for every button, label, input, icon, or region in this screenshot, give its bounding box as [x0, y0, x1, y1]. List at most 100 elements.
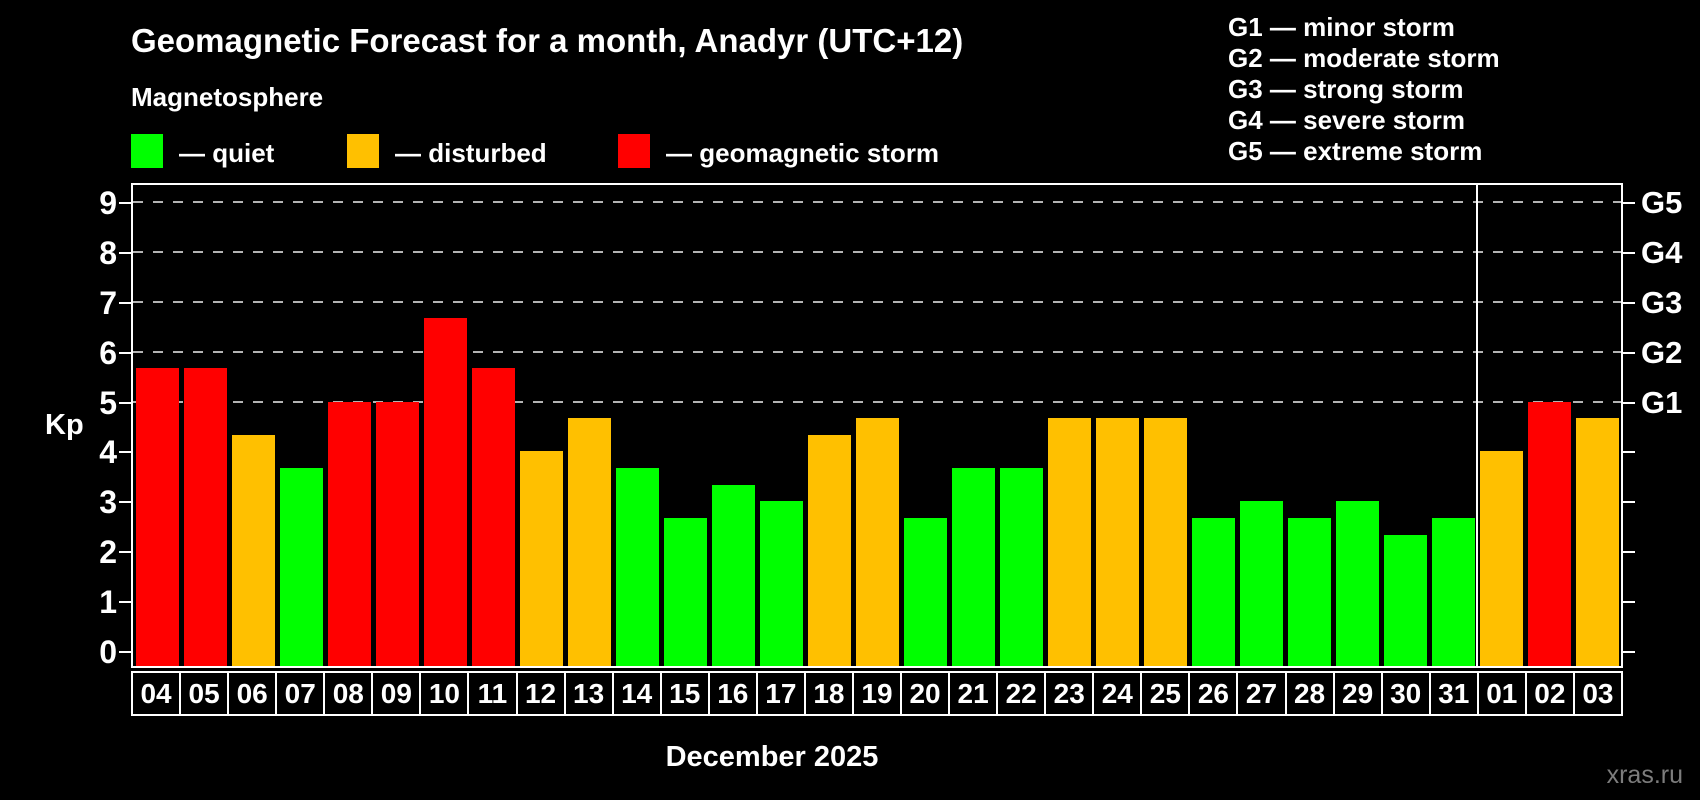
day-label-18: 18 — [803, 671, 854, 716]
kp-bar-day-01 — [1479, 451, 1523, 666]
day-label-26: 26 — [1188, 671, 1239, 716]
day-label-20: 20 — [900, 671, 951, 716]
kp-bar-day-06 — [231, 434, 275, 666]
legend-label-disturbed: — disturbed — [395, 138, 547, 168]
day-label-27: 27 — [1236, 671, 1287, 716]
gridline-kp-9 — [133, 200, 1621, 203]
right-tick-kp-9 — [1623, 201, 1635, 204]
left-tick-kp-8 — [119, 251, 131, 254]
y-axis-label-7: 7 — [99, 284, 117, 321]
g-legend-line-g1: G1 — minor storm — [1228, 12, 1455, 42]
left-tick-kp-6 — [119, 351, 131, 354]
day-label-25: 25 — [1140, 671, 1191, 716]
kp-bar-day-26 — [1191, 517, 1235, 666]
g-legend-line-g2: G2 — moderate storm — [1228, 43, 1500, 73]
kp-bar-day-17 — [759, 501, 803, 666]
g-axis-label-g4: G4 — [1641, 234, 1683, 270]
y-axis-label-4: 4 — [99, 434, 117, 471]
day-label-30: 30 — [1380, 671, 1431, 716]
g-legend-line-g5: G5 — extreme storm — [1228, 136, 1483, 166]
g-scale-legend: G1 — minor storm G2 — moderate storm G3 … — [1228, 12, 1500, 167]
right-tick-kp-2 — [1623, 551, 1635, 554]
kp-bar-day-19 — [855, 417, 899, 666]
month-separator-line — [1476, 185, 1478, 666]
watermark: xras.ru — [1606, 761, 1683, 789]
right-tick-kp-0 — [1623, 651, 1635, 653]
day-label-10: 10 — [419, 671, 470, 716]
left-tick-kp-9 — [119, 201, 131, 204]
day-label-09: 09 — [371, 671, 422, 716]
kp-bar-day-02 — [1527, 401, 1571, 666]
left-tick-kp-5 — [119, 401, 131, 404]
y-axis-label-6: 6 — [99, 334, 117, 371]
kp-bar-day-04 — [135, 368, 179, 666]
legend-swatch-disturbed — [347, 134, 379, 168]
kp-bar-day-23 — [1047, 417, 1091, 666]
day-label-06: 06 — [227, 671, 278, 716]
day-label-22: 22 — [996, 671, 1047, 716]
kp-bar-day-20 — [903, 517, 947, 666]
day-label-31: 31 — [1428, 671, 1479, 716]
day-label-14: 14 — [611, 671, 662, 716]
legend-label-quiet: — quiet — [179, 138, 275, 168]
right-tick-kp-3 — [1623, 501, 1635, 504]
x-axis-day-labels: 04 05 06 07 08 09 10 11 12 13 14 15 16 17 18 19 20 21 22 23… — [131, 671, 1623, 716]
legend-swatch-storm — [618, 134, 650, 168]
chart-subtitle: Magnetosphere — [131, 82, 324, 112]
g-axis-label-g1: G1 — [1641, 384, 1683, 420]
y-axis-title: Kp — [45, 409, 84, 441]
day-label-03: 03 — [1572, 671, 1623, 716]
kp-bar-day-18 — [807, 434, 851, 666]
kp-bar-day-31 — [1431, 517, 1475, 666]
left-tick-kp-4 — [119, 451, 131, 454]
day-label-23: 23 — [1044, 671, 1095, 716]
left-tick-kp-0 — [119, 651, 131, 653]
day-label-19: 19 — [851, 671, 902, 716]
day-label-02: 02 — [1524, 671, 1575, 716]
kp-bar-day-29 — [1335, 501, 1379, 666]
gridline-kp-7 — [133, 300, 1621, 303]
g-legend-line-g4: G4 — severe storm — [1228, 105, 1466, 135]
plot-canvas — [133, 185, 1621, 666]
gridline-kp-8 — [133, 250, 1621, 253]
x-axis-title: December 2025 — [665, 741, 879, 773]
kp-bar-day-07 — [279, 467, 323, 666]
gridline-kp-6 — [133, 350, 1621, 353]
left-tick-kp-7 — [119, 301, 131, 304]
day-label-08: 08 — [323, 671, 374, 716]
kp-bar-day-05 — [183, 368, 227, 666]
day-label-21: 21 — [948, 671, 999, 716]
kp-bar-day-11 — [471, 368, 515, 666]
kp-bar-day-12 — [519, 451, 563, 666]
right-tick-kp-4 — [1623, 451, 1635, 454]
kp-bar-day-28 — [1287, 517, 1331, 666]
day-label-05: 05 — [179, 671, 230, 716]
kp-bar-day-30 — [1383, 534, 1427, 666]
y-axis-label-3: 3 — [99, 484, 117, 521]
kp-bar-day-14 — [615, 467, 659, 666]
legend-swatch-quiet — [131, 134, 163, 168]
y-axis-label-9: 9 — [99, 184, 117, 221]
day-label-13: 13 — [563, 671, 614, 716]
y-axis-label-2: 2 — [99, 534, 117, 571]
left-tick-kp-3 — [119, 501, 131, 504]
left-tick-kp-2 — [119, 551, 131, 554]
day-label-16: 16 — [707, 671, 758, 716]
day-label-28: 28 — [1284, 671, 1335, 716]
legend-label-storm: — geomagnetic storm — [666, 138, 940, 168]
y-axis-label-5: 5 — [99, 384, 117, 421]
day-label-24: 24 — [1092, 671, 1143, 716]
left-tick-kp-1 — [119, 601, 131, 604]
kp-bar-day-25 — [1143, 417, 1187, 666]
day-label-01: 01 — [1476, 671, 1527, 716]
right-tick-kp-6 — [1623, 351, 1635, 354]
y-axis-label-1: 1 — [99, 584, 117, 621]
day-label-04: 04 — [131, 671, 182, 716]
y-axis-label-0: 0 — [99, 634, 117, 670]
kp-bar-day-22 — [999, 467, 1043, 666]
gridline-kp-5 — [133, 400, 1621, 403]
plot-area — [131, 183, 1623, 668]
day-label-17: 17 — [755, 671, 806, 716]
right-tick-kp-7 — [1623, 301, 1635, 304]
